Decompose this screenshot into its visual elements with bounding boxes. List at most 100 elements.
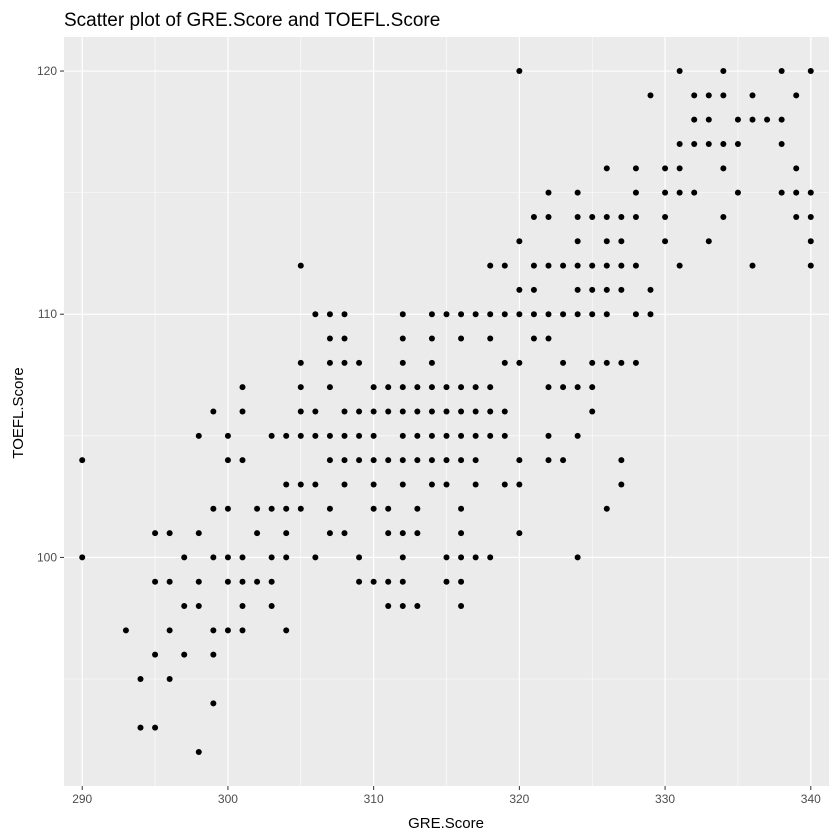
data-point <box>297 262 304 269</box>
data-point <box>545 189 552 196</box>
data-point <box>545 432 552 439</box>
data-point <box>370 408 377 415</box>
data-point <box>705 116 712 123</box>
data-point <box>399 554 406 561</box>
data-point <box>181 554 188 561</box>
data-point <box>472 481 479 488</box>
data-point <box>385 603 392 610</box>
data-point <box>152 530 159 537</box>
data-points <box>79 68 814 755</box>
data-point <box>385 505 392 512</box>
data-point <box>239 384 246 391</box>
y-tick-label: 110 <box>38 307 57 321</box>
data-point <box>385 578 392 585</box>
data-point <box>254 578 261 585</box>
data-point <box>458 505 465 512</box>
data-point <box>807 262 814 269</box>
data-point <box>778 68 785 75</box>
data-point <box>224 432 231 439</box>
data-point <box>443 432 450 439</box>
data-point <box>691 116 698 123</box>
data-point <box>560 384 567 391</box>
data-point <box>676 262 683 269</box>
data-point <box>210 554 217 561</box>
data-point <box>618 457 625 464</box>
data-point <box>458 311 465 318</box>
data-point <box>326 530 333 537</box>
data-point <box>560 311 567 318</box>
data-point <box>487 408 494 415</box>
data-point <box>312 481 319 488</box>
data-point <box>603 238 610 245</box>
data-point <box>632 311 639 318</box>
data-point <box>472 384 479 391</box>
data-point <box>283 481 290 488</box>
data-point <box>326 457 333 464</box>
data-point <box>807 68 814 75</box>
data-point <box>326 432 333 439</box>
data-point <box>341 432 348 439</box>
data-point <box>516 238 523 245</box>
data-point <box>414 457 421 464</box>
data-point <box>399 603 406 610</box>
data-point <box>399 481 406 488</box>
data-point <box>210 627 217 634</box>
data-point <box>458 457 465 464</box>
data-point <box>793 213 800 220</box>
data-point <box>428 481 435 488</box>
data-point <box>501 262 508 269</box>
data-point <box>268 432 275 439</box>
data-point <box>399 335 406 342</box>
data-point <box>414 432 421 439</box>
data-point <box>545 457 552 464</box>
data-point <box>268 578 275 585</box>
data-point <box>385 384 392 391</box>
data-point <box>268 554 275 561</box>
data-point <box>166 578 173 585</box>
data-point <box>297 384 304 391</box>
data-point <box>224 578 231 585</box>
data-point <box>458 408 465 415</box>
data-point <box>312 311 319 318</box>
data-point <box>399 359 406 366</box>
data-point <box>487 262 494 269</box>
x-tick-label: 320 <box>509 792 529 806</box>
data-point <box>166 676 173 682</box>
data-point <box>618 238 625 245</box>
data-point <box>283 432 290 439</box>
data-point <box>603 165 610 172</box>
data-point <box>399 408 406 415</box>
data-point <box>662 238 669 245</box>
data-point <box>793 189 800 196</box>
data-point <box>326 335 333 342</box>
data-point <box>676 68 683 75</box>
data-point <box>254 505 261 512</box>
y-tick-label: 100 <box>37 550 57 564</box>
data-point <box>632 359 639 366</box>
data-point <box>166 530 173 537</box>
data-point <box>458 530 465 537</box>
data-point <box>341 457 348 464</box>
data-point <box>545 311 552 318</box>
data-point <box>297 481 304 488</box>
data-point <box>472 408 479 415</box>
data-point <box>399 578 406 585</box>
data-point <box>152 724 159 731</box>
data-point <box>283 554 290 561</box>
data-point <box>443 554 450 561</box>
data-point <box>530 311 537 318</box>
data-point <box>545 213 552 220</box>
data-point <box>778 141 785 147</box>
data-point <box>589 408 596 415</box>
data-point <box>516 530 523 537</box>
data-point <box>210 651 217 658</box>
data-point <box>428 457 435 464</box>
data-point <box>458 335 465 342</box>
data-point <box>632 213 639 220</box>
data-point <box>662 213 669 220</box>
data-point <box>224 457 231 464</box>
data-point <box>618 262 625 269</box>
data-point <box>414 408 421 415</box>
data-point <box>574 554 581 561</box>
